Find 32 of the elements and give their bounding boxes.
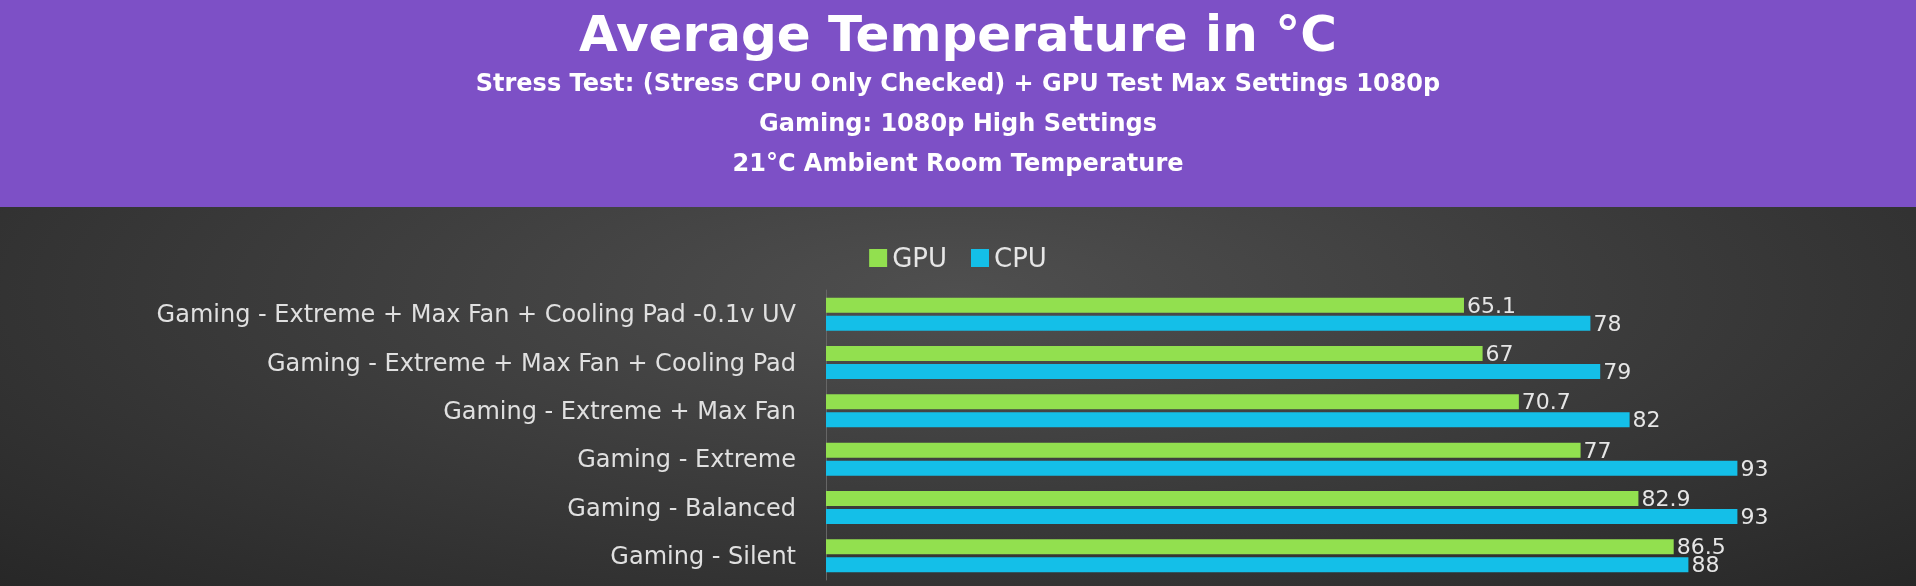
data-label: 82.9 (1641, 486, 1691, 511)
bar (826, 315, 1591, 331)
bar (826, 394, 1519, 410)
bar (826, 460, 1738, 476)
data-label: 93 (1740, 455, 1769, 481)
chart-subtitle: Stress Test: (Stress CPU Only Checked) + GPU Test Max Settings 1080p Gaming: 1080p High Settings 21°C Ambient Room Temperature (475, 69, 1441, 177)
y-tick-label: Gaming - Silent (610, 541, 796, 570)
data-label: 70.7 (1521, 389, 1571, 415)
y-tick-label: Gaming - Balanced (567, 493, 796, 522)
data-label: 82 (1632, 407, 1661, 433)
legend-label: CPU (994, 243, 1047, 273)
bar (826, 346, 1483, 361)
data-label: 93 (1740, 504, 1769, 529)
bar (826, 412, 1630, 428)
bar (826, 557, 1689, 573)
bar (826, 509, 1738, 524)
bar (826, 539, 1674, 555)
bar (826, 491, 1639, 506)
data-label: 65.1 (1466, 292, 1516, 318)
y-tick-label: Gaming - Extreme (577, 445, 796, 474)
legend-label: GPU (892, 243, 947, 273)
bar (826, 442, 1581, 458)
bar (826, 297, 1464, 313)
y-tick-label: Gaming - Extreme + Max Fan + Cooling Pad -0.1v UV (156, 300, 797, 329)
y-tick-label: Gaming - Extreme + Max Fan + Cooling Pad (266, 348, 796, 377)
data-label: 79 (1603, 359, 1632, 384)
bar (826, 364, 1601, 379)
y-tick-label: Gaming - Extreme + Max Fan (443, 396, 796, 425)
data-label: 67 (1485, 341, 1514, 366)
data-label: 78 (1593, 310, 1622, 336)
data-label: 77 (1583, 437, 1612, 463)
chart-title: Average Temperature in °C (579, 5, 1337, 63)
